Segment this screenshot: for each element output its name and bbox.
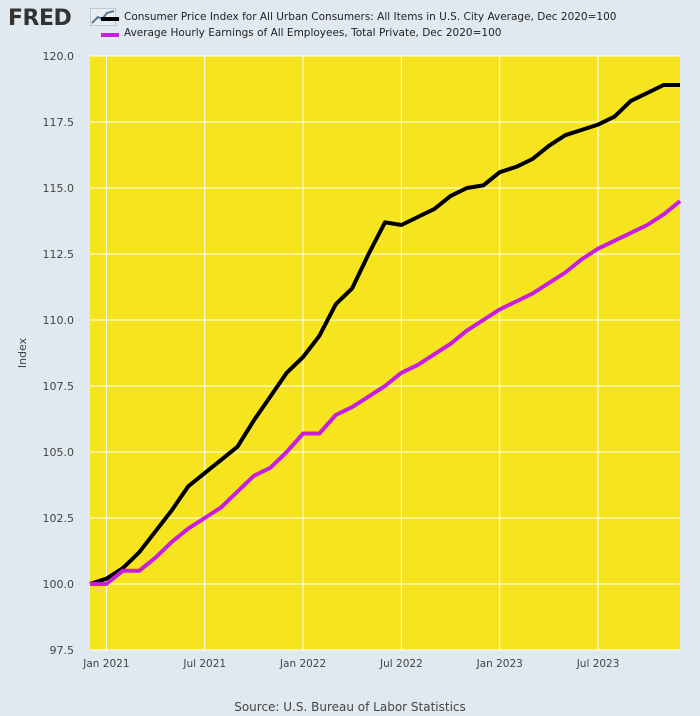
y-tick-label: 120.0 bbox=[43, 50, 75, 63]
y-tick-label: 97.5 bbox=[50, 644, 75, 657]
x-tick-label: Jul 2022 bbox=[379, 658, 423, 670]
y-tick-label: 107.5 bbox=[43, 380, 75, 393]
legend-label-earnings: Average Hourly Earnings of All Employees… bbox=[124, 27, 502, 39]
x-axis-ticks: Jan 2021 Jul 2021 Jan 2022 Jul 2022 Jan 2023… bbox=[82, 658, 619, 670]
fred-logo[interactable]: FRED bbox=[8, 6, 72, 31]
chart-header: FRED Consumer Price Index for All Urban … bbox=[0, 0, 700, 50]
y-tick-label: 112.5 bbox=[43, 248, 75, 261]
y-tick-label: 100.0 bbox=[43, 578, 75, 591]
series-line-earnings[interactable] bbox=[90, 199, 682, 586]
y-tick-label: 102.5 bbox=[43, 512, 75, 525]
y-axis-label: Index bbox=[16, 337, 29, 368]
y-tick-label: 105.0 bbox=[43, 446, 75, 459]
legend-item-earnings[interactable]: Average Hourly Earnings of All Employees… bbox=[101, 27, 502, 39]
x-tick-label: Jan 2021 bbox=[82, 658, 129, 670]
legend-swatch-earnings bbox=[101, 33, 119, 37]
x-tick-label: Jan 2022 bbox=[279, 658, 326, 670]
y-tick-label: 110.0 bbox=[43, 314, 75, 327]
x-tick-label: Jul 2023 bbox=[576, 658, 620, 670]
x-tick-label: Jan 2023 bbox=[476, 658, 523, 670]
source-note: Source: U.S. Bureau of Labor Statistics bbox=[234, 700, 466, 714]
y-axis-ticks: 97.5 100.0 102.5 105.0 107.5 110.0 112.5 115.0 1… bbox=[43, 50, 75, 657]
series-line-cpi[interactable] bbox=[89, 83, 680, 586]
legend-swatch-cpi bbox=[101, 17, 119, 21]
x-tick-label: Jul 2021 bbox=[182, 658, 226, 670]
legend-item-cpi[interactable]: Consumer Price Index for All Urban Consu… bbox=[101, 11, 617, 23]
plot-background bbox=[90, 56, 680, 650]
legend-label-cpi: Consumer Price Index for All Urban Consu… bbox=[124, 11, 617, 23]
gridlines bbox=[90, 55, 680, 651]
y-tick-label: 115.0 bbox=[43, 182, 75, 195]
series-lines bbox=[89, 83, 682, 586]
y-tick-label: 117.5 bbox=[43, 116, 75, 129]
